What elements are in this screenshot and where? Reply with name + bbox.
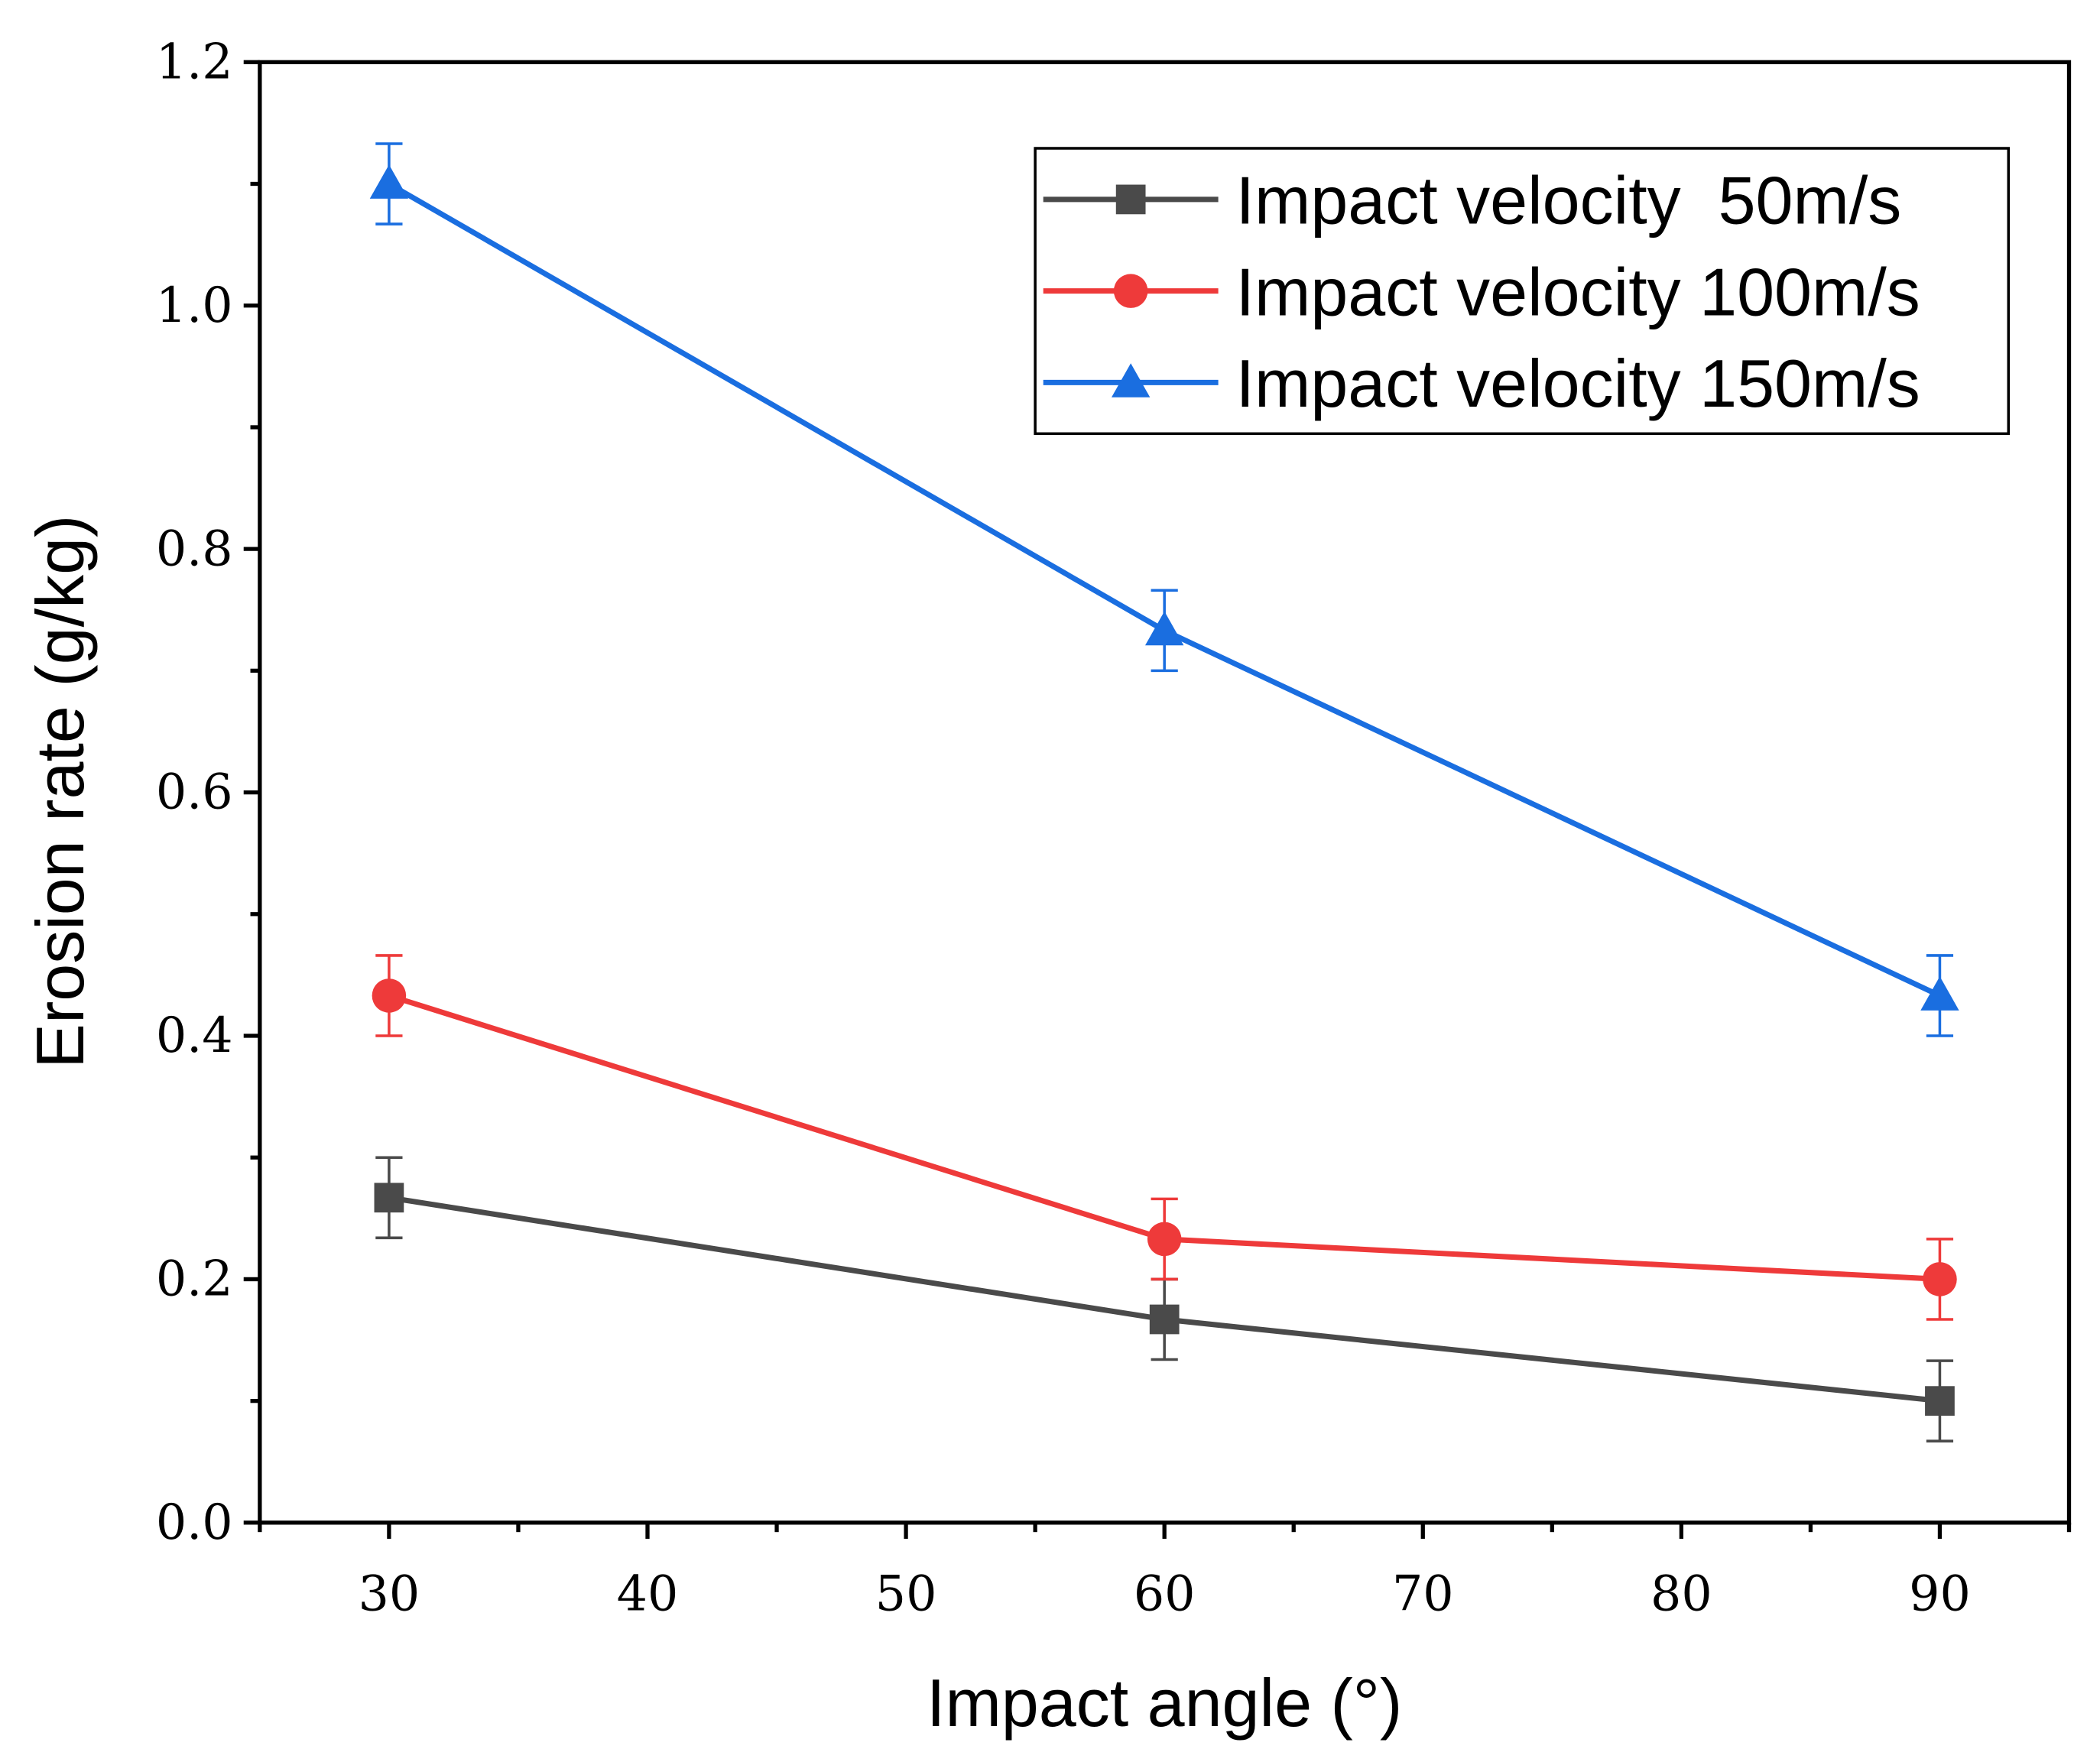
y-tick-label: 1.0 xyxy=(156,277,233,333)
series-2 xyxy=(369,142,1959,1037)
x-tick-label: 90 xyxy=(1909,1565,1971,1621)
legend-marker xyxy=(1113,274,1148,308)
legend-marker xyxy=(1111,363,1151,398)
data-point xyxy=(374,1183,404,1213)
y-tick-label: 0.2 xyxy=(156,1251,233,1307)
series-0 xyxy=(374,1156,1955,1442)
legend: Impact velocity 50m/s Impact velocity 100… xyxy=(1034,147,2011,436)
y-tick-label: 0.8 xyxy=(156,520,233,576)
x-tick-label: 70 xyxy=(1392,1565,1454,1621)
x-tick-label: 30 xyxy=(359,1565,420,1621)
data-point xyxy=(1144,611,1184,646)
series-1 xyxy=(372,954,1957,1321)
data-point xyxy=(1920,976,1959,1011)
data-point xyxy=(1147,1222,1182,1257)
data-point xyxy=(369,164,409,199)
axes: 30 40 50 60 70 80 90 0.0 0.2 0.4 0.6 0.8 1.0 1.2 xyxy=(156,33,2072,1621)
y-tick-label: 1.2 xyxy=(156,33,233,89)
x-axis-label: Impact angle (°) xyxy=(927,1665,1402,1741)
data-point xyxy=(372,978,407,1013)
legend-label: Impact velocity 150m/s xyxy=(1236,346,1920,421)
x-tick-label: 80 xyxy=(1650,1565,1712,1621)
y-tick-label: 0.0 xyxy=(156,1494,233,1550)
legend-label: Impact velocity 50m/s xyxy=(1236,163,1902,238)
y-axis-label: Erosion rate (g/kg) xyxy=(22,515,98,1069)
legend-label: Impact velocity 100m/s xyxy=(1236,254,1920,329)
x-tick-label: 60 xyxy=(1134,1565,1196,1621)
data-point xyxy=(1923,1262,1957,1296)
legend-marker xyxy=(1115,184,1146,215)
x-tick-label: 40 xyxy=(617,1565,679,1621)
series-layer xyxy=(369,142,1959,1442)
y-tick-label: 0.4 xyxy=(156,1007,233,1063)
y-tick-label: 0.6 xyxy=(156,764,233,820)
data-point xyxy=(1925,1386,1955,1416)
x-tick-label: 50 xyxy=(875,1565,937,1621)
data-point xyxy=(1149,1304,1180,1335)
